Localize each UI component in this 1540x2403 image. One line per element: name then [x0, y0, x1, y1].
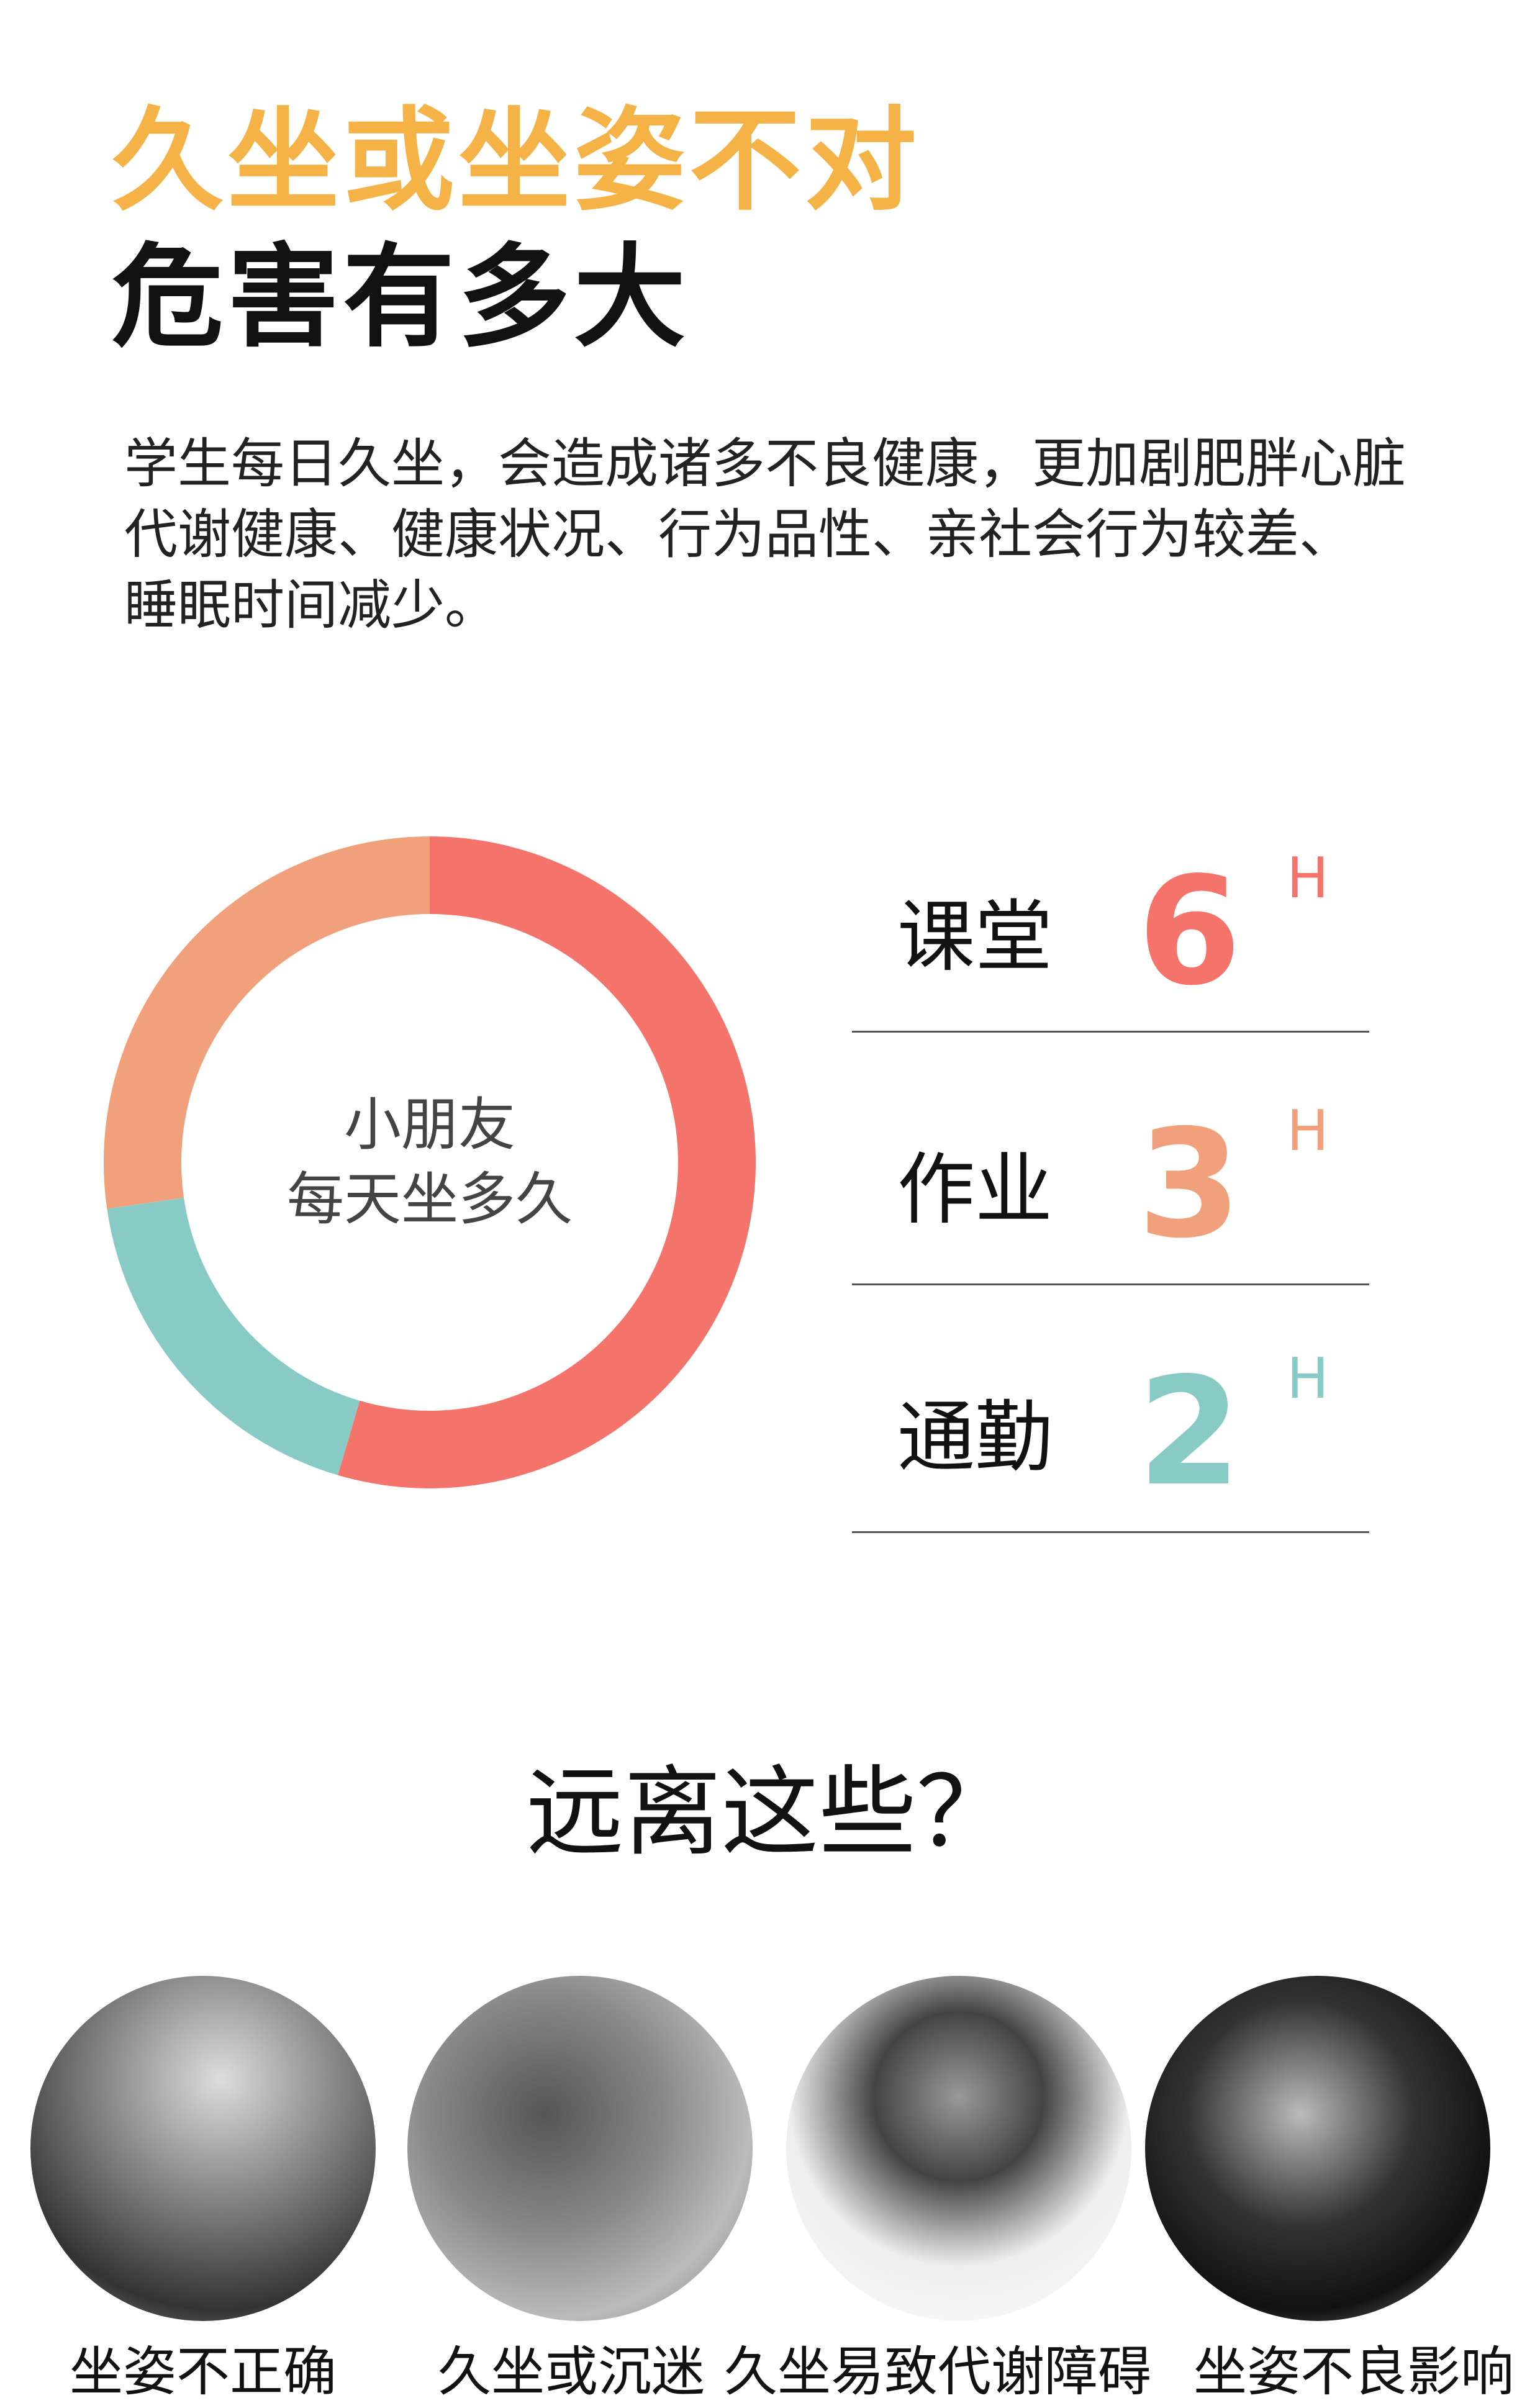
section-title: 远离这些？ [526, 1756, 1014, 1870]
stat-value: 6 [1138, 844, 1241, 1018]
photo-caption: 久坐或沉迷 [438, 2341, 705, 2403]
donut-slice-0 [338, 836, 756, 1488]
photo-caption: 坐姿不正确 [70, 2341, 337, 2403]
photo-caption: 坐姿不良影响 [1194, 2341, 1514, 2403]
stat-label: 课堂 [897, 892, 1053, 982]
photo-caption: 久坐易致代谢障碍 [724, 2341, 1151, 2403]
title-line-2: 危害有多大 [112, 233, 690, 363]
donut-slice-1 [107, 1197, 360, 1475]
stat-label: 作业 [897, 1145, 1053, 1235]
intro-line: 睡眠时间减少。 [124, 574, 498, 636]
donut-slice-2 [104, 836, 430, 1209]
stat-value: 3 [1138, 1097, 1241, 1271]
title-line-1: 久坐或坐姿不对 [112, 96, 921, 226]
stat-unit: H [1287, 846, 1329, 911]
photo-child-reading [30, 1976, 376, 2321]
sitting-time-donut-chart [104, 836, 756, 1488]
stat-unit: H [1287, 1346, 1329, 1411]
center-label-line: 小朋友 [343, 1092, 515, 1158]
stat-row-classroom: 课堂 6 H [852, 844, 1369, 1033]
center-label-line: 每天坐多久 [286, 1166, 573, 1233]
stat-row-commute: 通勤 2 H [852, 1345, 1369, 1533]
intro-line: 代谢健康、健康状况、行为品性、亲社会行为较差、 [124, 504, 1352, 566]
stat-row-homework: 作业 3 H [852, 1097, 1369, 1285]
photo-boy-reading [1145, 1976, 1490, 2321]
stat-value: 2 [1138, 1345, 1241, 1519]
photo-child-neck [407, 1976, 753, 2321]
intro-paragraph: 学生每日久坐，会造成诸多不良健康，更加剧肥胖心脏 代谢健康、健康状况、行为品性、… [124, 428, 1515, 641]
donut-center-label: 小朋友 每天坐多久 [181, 1088, 678, 1237]
photo-girl-tired [786, 1976, 1131, 2321]
intro-line: 学生每日久坐，会造成诸多不良健康，更加剧肥胖心脏 [124, 433, 1406, 495]
stat-unit: H [1287, 1098, 1329, 1164]
stat-label: 通勤 [897, 1393, 1053, 1483]
